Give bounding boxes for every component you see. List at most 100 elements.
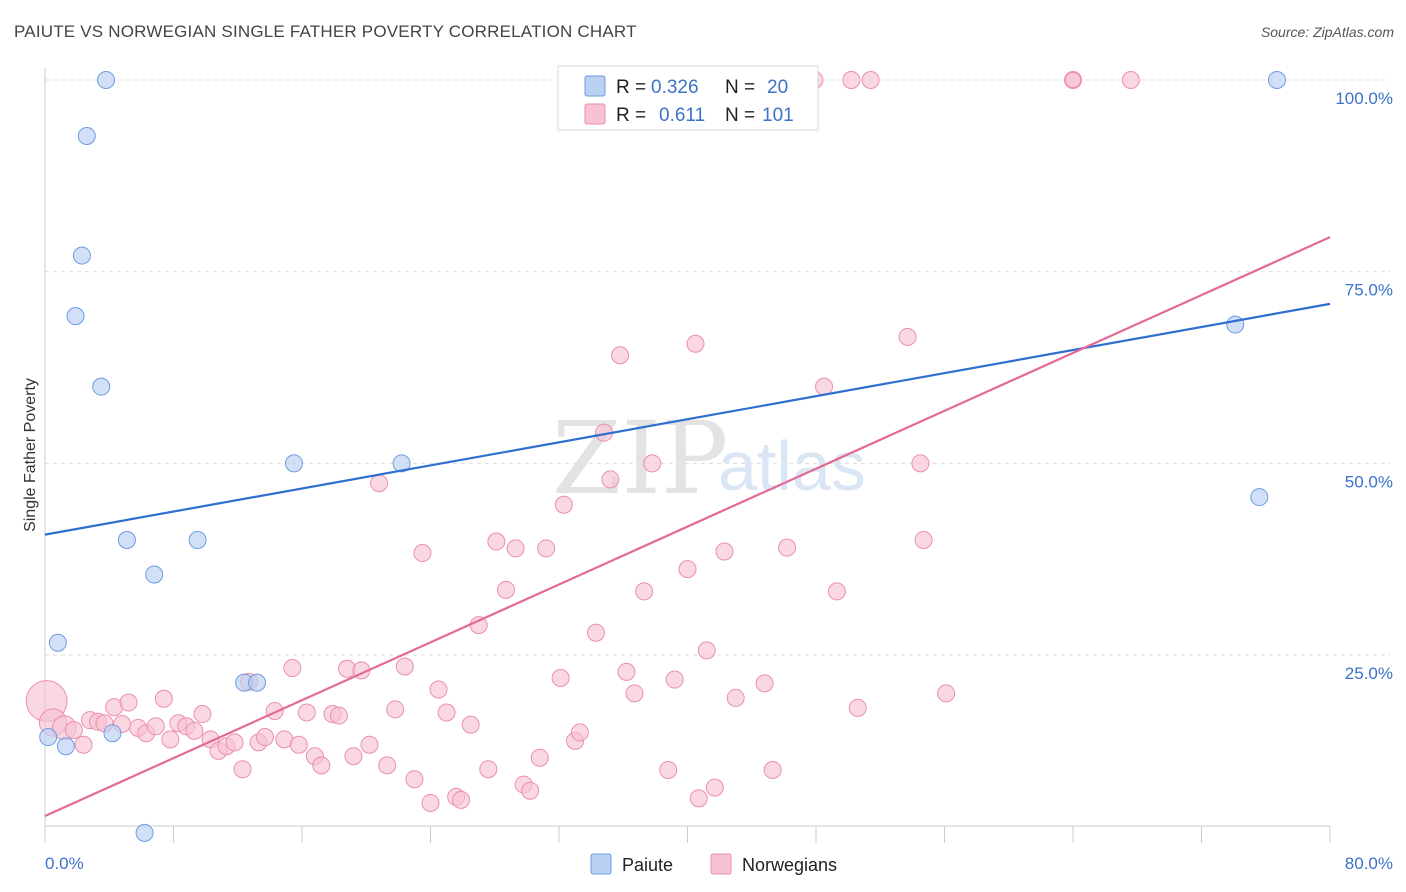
bottom-legend: Paiute Norwegians [590, 853, 837, 875]
legend-r-label-paiute: R = [616, 77, 646, 98]
norwegian-point [479, 760, 498, 779]
norwegian-point [1121, 71, 1140, 89]
norwegian-point [64, 721, 83, 740]
norwegian-point [74, 735, 93, 754]
norwegian-point [601, 470, 620, 489]
norwegian-point [289, 735, 308, 754]
norwegian-point [586, 623, 605, 642]
norwegian-point [360, 735, 379, 754]
paiute-point [248, 673, 267, 692]
norwegian-point [827, 582, 846, 601]
paiute-point [188, 531, 207, 549]
y-tick-label-25: 25.0% [1345, 664, 1393, 683]
bottom-legend-label-paiute: Paiute [622, 855, 673, 875]
paiute-trend-line [44, 302, 1331, 536]
watermark-atlas: atlas [718, 427, 866, 505]
watermark-zip: ZIP [552, 400, 728, 517]
norwegian-point [386, 700, 405, 719]
legend-swatch-norwegians [584, 103, 606, 125]
norwegian-point [937, 684, 956, 703]
norwegian-point [256, 728, 275, 747]
norwegian-point [842, 71, 861, 89]
paiute-point [92, 377, 111, 396]
legend-n-label-paiute: N = [725, 77, 755, 98]
norwegian-point [496, 580, 515, 599]
norwegian-point [570, 723, 589, 742]
norwegian-point [329, 706, 348, 725]
x-tick-label-min: 0.0% [45, 854, 84, 873]
norwegian-point [861, 71, 880, 89]
norwegian-point [370, 474, 389, 493]
norwegian-point [1064, 71, 1082, 89]
x-tick-labels: 0.0% 80.0% [45, 854, 1393, 873]
norwegian-point [537, 539, 556, 558]
norwegian-point [697, 641, 716, 660]
paiute-point [392, 454, 411, 473]
norwegian-point [154, 689, 173, 708]
norwegian-point [312, 756, 331, 775]
norwegian-trend-line [44, 236, 1331, 818]
norwegian-point [617, 662, 636, 681]
y-tick-label-100: 100.0% [1335, 89, 1393, 108]
paiute-point [66, 307, 85, 326]
x-tick-label-max: 80.0% [1345, 854, 1393, 873]
bottom-legend-swatch-norwegians [710, 853, 732, 875]
norwegian-point [161, 730, 180, 749]
paiute-point [72, 246, 91, 265]
norwegian-point [297, 703, 316, 722]
norwegian-point [405, 770, 424, 789]
norwegian-point [726, 688, 745, 707]
norwegian-point [185, 721, 204, 740]
paiute-point [103, 724, 122, 743]
paiute-point [39, 728, 58, 747]
norwegian-point [678, 560, 697, 579]
watermark: ZIP atlas [552, 400, 866, 517]
norwegian-point [413, 544, 432, 563]
paiute-point [117, 531, 136, 549]
norwegian-point [763, 761, 782, 779]
legend-n-label-norwegians: N = [725, 105, 755, 126]
paiute-point [145, 565, 164, 584]
norwegian-point [506, 539, 525, 558]
norwegian-point [611, 346, 630, 365]
paiute-point [1226, 315, 1245, 334]
norwegian-point [665, 670, 684, 689]
norwegian-point [193, 705, 212, 724]
norwegian-point [911, 454, 930, 473]
norwegian-point [283, 659, 302, 678]
legend-r-label-norwegians: R = [616, 105, 646, 126]
norwegian-point [686, 334, 705, 353]
paiute-point [284, 454, 303, 473]
norwegian-point [429, 680, 448, 699]
paiute-point [77, 126, 96, 145]
legend-r-value-norwegians: 0.611 [659, 105, 705, 126]
chart-title: PAIUTE VS NORWEGIAN SINGLE FATHER POVERT… [14, 22, 637, 41]
norwegian-point [755, 674, 774, 693]
legend-n-value-paiute: 20 [767, 77, 788, 98]
norwegian-point [487, 532, 506, 551]
paiute-point [56, 737, 75, 756]
paiute-point [1267, 71, 1286, 89]
norwegian-point [635, 582, 654, 601]
norwegian-point [914, 531, 933, 549]
norwegian-point [898, 327, 917, 346]
norwegian-point [437, 703, 456, 722]
bottom-legend-swatch-paiute [590, 853, 612, 875]
norwegian-point [778, 538, 797, 557]
norwegian-point [530, 748, 549, 767]
norwegian-point [421, 793, 440, 812]
norwegian-point [554, 495, 573, 514]
norwegian-point [225, 733, 244, 752]
legend-n-value-norwegians: 101 [762, 105, 794, 126]
y-tick-labels: 25.0% 50.0% 75.0% 100.0% [1335, 89, 1393, 683]
source-label: Source: ZipAtlas.com [1260, 24, 1394, 40]
norwegian-point [378, 756, 397, 775]
norwegian-point [521, 781, 540, 800]
legend-swatch-paiute [584, 75, 606, 97]
norwegian-point [659, 761, 678, 779]
legend-box: R = 0.326 N = 20 R = 0.611 N = 101 [557, 65, 819, 131]
norwegian-point [848, 698, 867, 717]
norwegian-point [461, 715, 480, 734]
y-axis-label: Single Father Poverty [22, 378, 39, 532]
